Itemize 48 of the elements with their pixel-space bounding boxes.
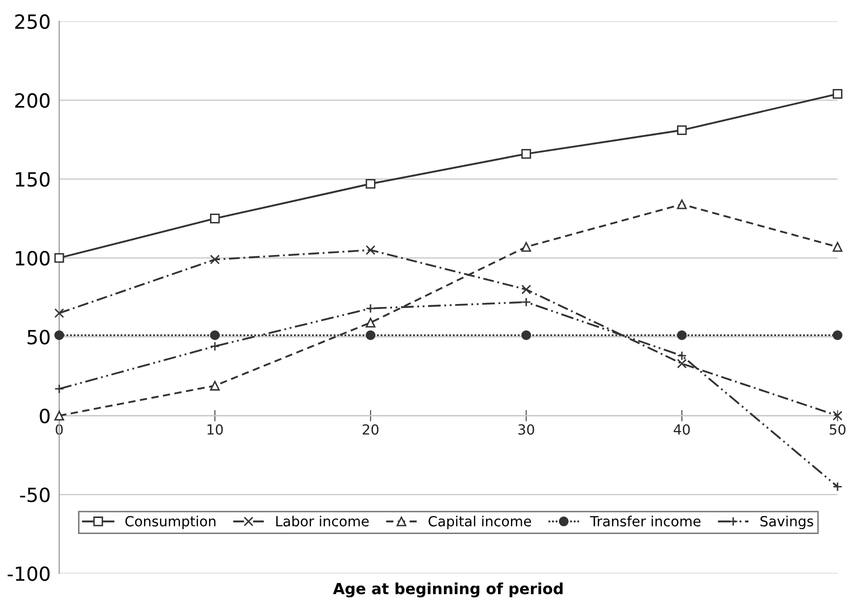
point <box>54 330 64 340</box>
point <box>832 242 842 252</box>
point <box>366 245 376 255</box>
point <box>54 253 64 263</box>
point <box>521 284 532 294</box>
y-tick-label: -50 <box>20 487 50 502</box>
y-tick-label: 250 <box>15 14 50 30</box>
point <box>832 410 842 421</box>
x-tick-label: 30 <box>518 424 534 435</box>
point <box>521 330 532 340</box>
legend-label: Transfer income <box>590 516 701 526</box>
legend-label: Consumption <box>125 516 216 530</box>
point <box>677 358 687 368</box>
point <box>366 330 376 340</box>
x-tick-label: 10 <box>208 424 223 435</box>
y-tick-label: -100 <box>8 566 50 582</box>
point <box>677 199 687 210</box>
x-tick-label: 40 <box>674 424 690 435</box>
point <box>677 330 687 340</box>
point <box>366 318 376 328</box>
x-tick-label: 0 <box>56 424 63 435</box>
point <box>210 330 220 340</box>
y-tick-label: 0 <box>40 408 50 424</box>
point <box>366 178 376 189</box>
y-tick-label: 200 <box>15 93 50 108</box>
point <box>832 330 842 340</box>
y-tick-label: 100 <box>16 250 50 266</box>
legend-label: Savings <box>760 516 814 530</box>
point <box>54 308 64 318</box>
x-tick-label: 20 <box>362 424 378 435</box>
legend-label: Labor income <box>276 516 369 526</box>
y-tick-label: 150 <box>16 172 50 187</box>
point <box>521 148 532 159</box>
x-tick-label: 50 <box>830 424 846 435</box>
point <box>677 125 687 136</box>
legend-label: Capital income <box>428 516 532 530</box>
point <box>677 350 687 361</box>
y-tick-label: 50 <box>28 330 50 344</box>
point <box>832 482 842 492</box>
x-axis-title: Age at beginning of period <box>332 582 563 598</box>
point <box>521 297 532 307</box>
point <box>521 242 532 252</box>
point <box>366 304 376 314</box>
point <box>210 341 220 352</box>
point <box>210 254 220 264</box>
point <box>210 380 220 391</box>
point <box>210 214 220 224</box>
point <box>832 89 842 99</box>
